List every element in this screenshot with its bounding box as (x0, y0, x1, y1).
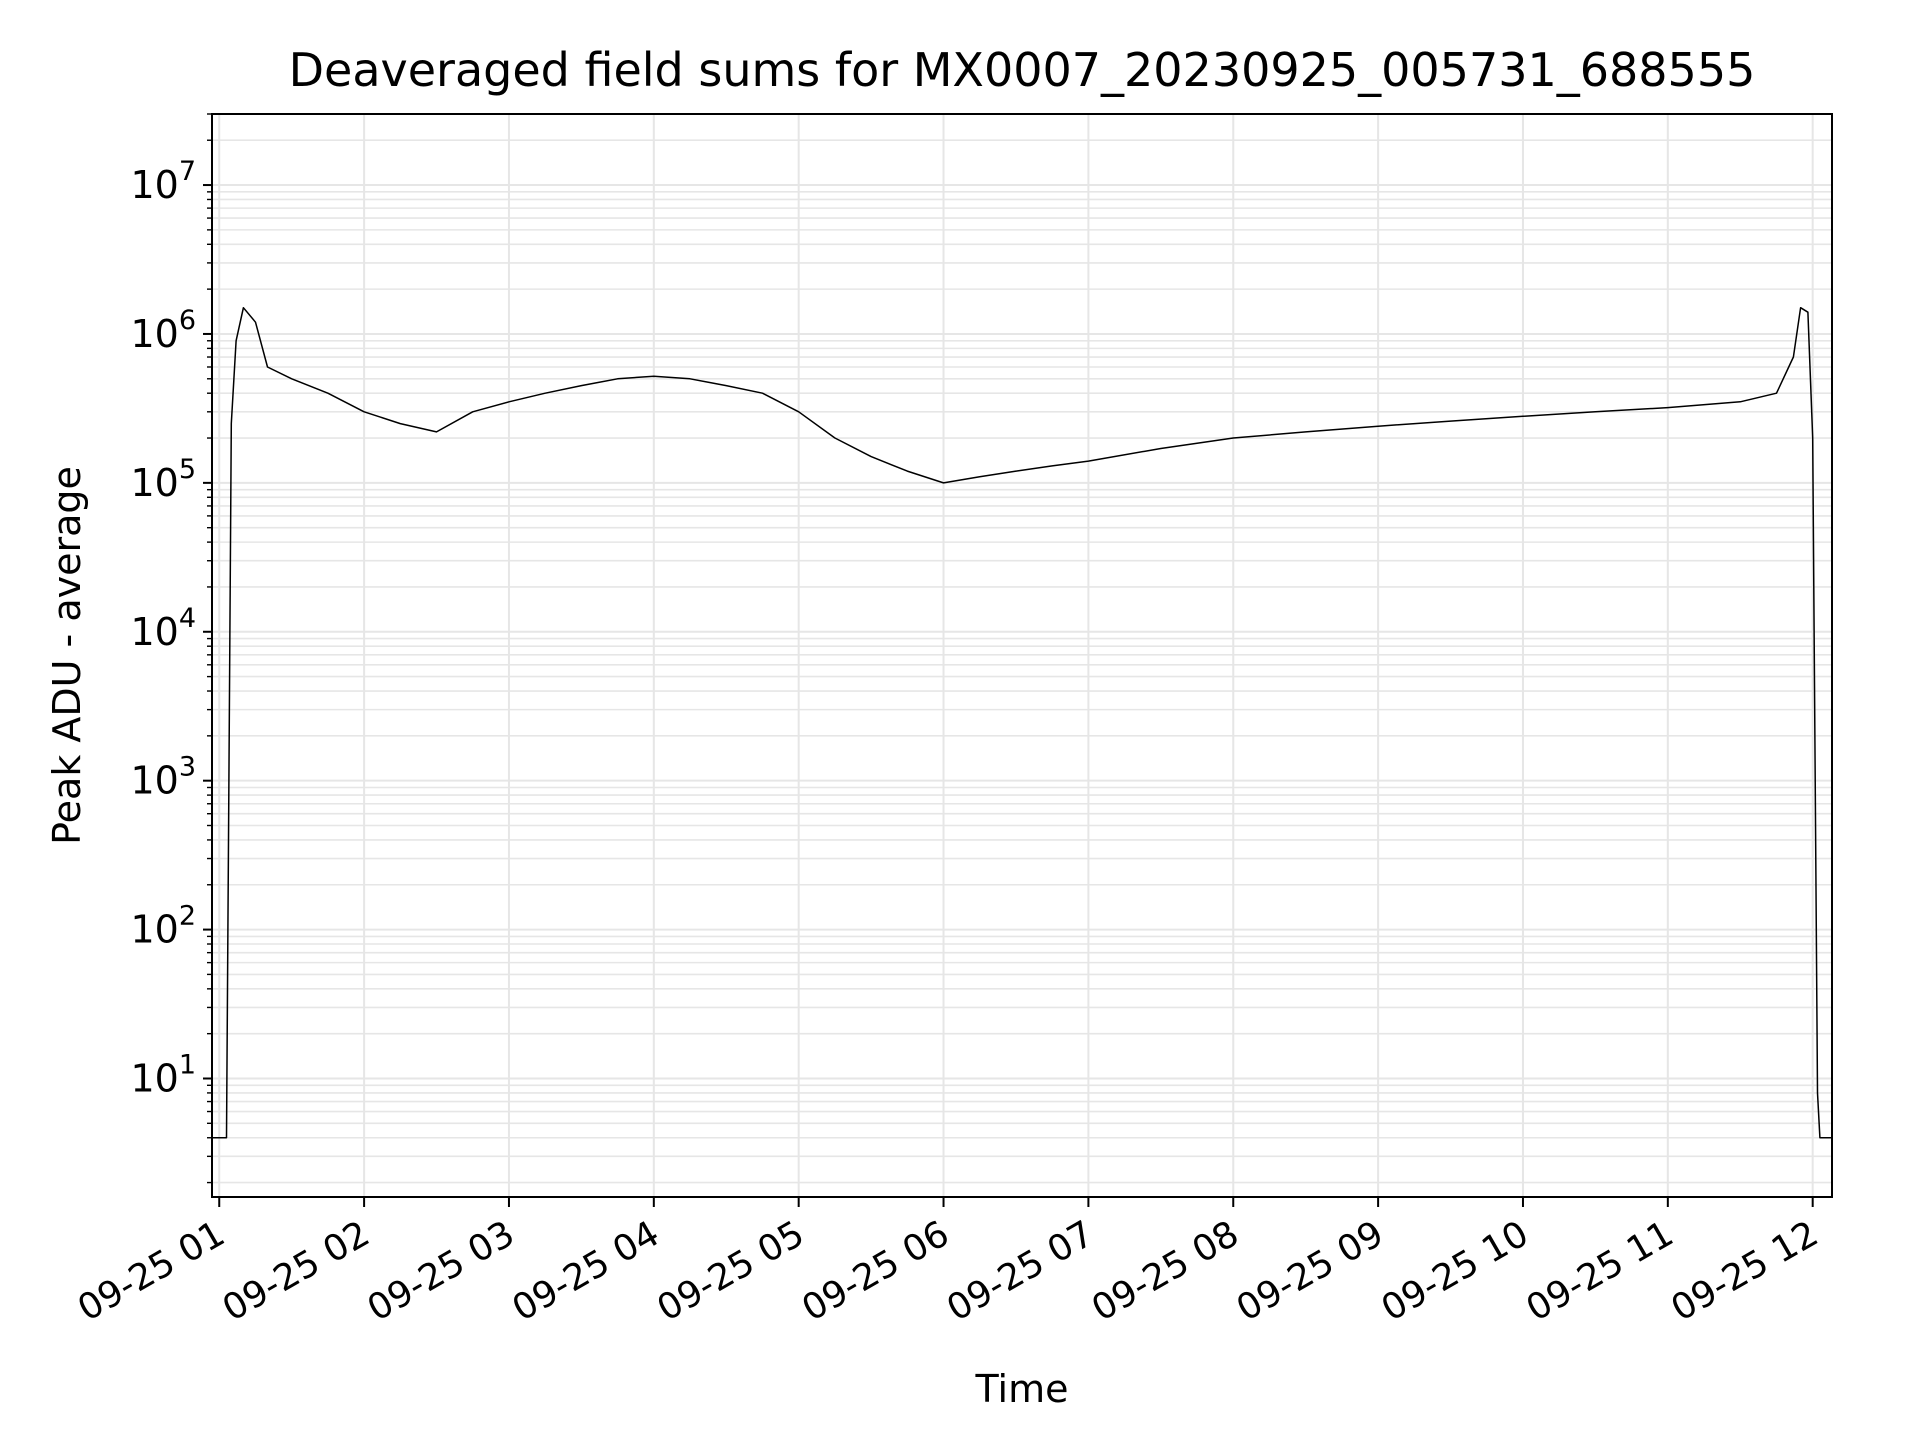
y-tick-label: 106 (130, 305, 196, 356)
grid (212, 113, 1832, 1197)
series-line (212, 306, 1832, 1139)
y-tick-label: 104 (130, 603, 196, 654)
chart-title: Deaveraged field sums for MX0007_2023092… (289, 43, 1756, 97)
y-axis-label: Peak ADU - average (45, 466, 89, 845)
y-tick-label: 103 (130, 752, 196, 803)
y-tick-label: 101 (130, 1049, 196, 1100)
y-tick-label: 105 (130, 454, 196, 505)
y-tick-label: 107 (130, 156, 196, 207)
data-layer (212, 306, 1832, 1139)
y-tick-label: 102 (130, 901, 196, 952)
x-axis-label: Time (975, 1367, 1069, 1411)
